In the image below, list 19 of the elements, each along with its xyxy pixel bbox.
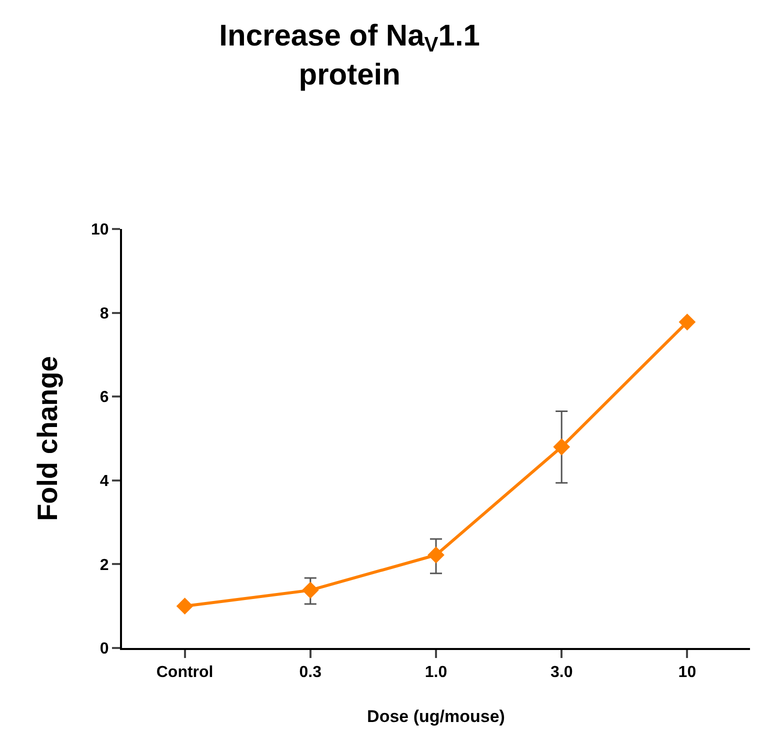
x-axis-title: Dose (ug/mouse) [367,707,505,726]
y-tick-label: 0 [100,640,109,658]
y-axis-title: Fold change [32,356,64,521]
point [176,598,194,615]
y-tick-label: 4 [100,473,109,490]
x-tick-label: Control [156,664,214,682]
x-tick-label: 3.0 [550,664,573,682]
chart-title: Increase of Na$_{V}$1.1 protein [219,19,480,92]
y-tick-label: 10 [91,222,109,239]
x-tick-label: 1.0 [424,664,448,682]
y-tick-label: 6 [100,389,109,406]
x-tick-label: 10 [678,664,696,682]
point [553,438,570,456]
x-tick-label: 0.3 [299,664,322,682]
y-tick-label: 2 [100,556,109,574]
point [302,582,319,599]
point [428,546,444,564]
point [678,314,696,330]
y-tick-label: 8 [100,305,109,322]
